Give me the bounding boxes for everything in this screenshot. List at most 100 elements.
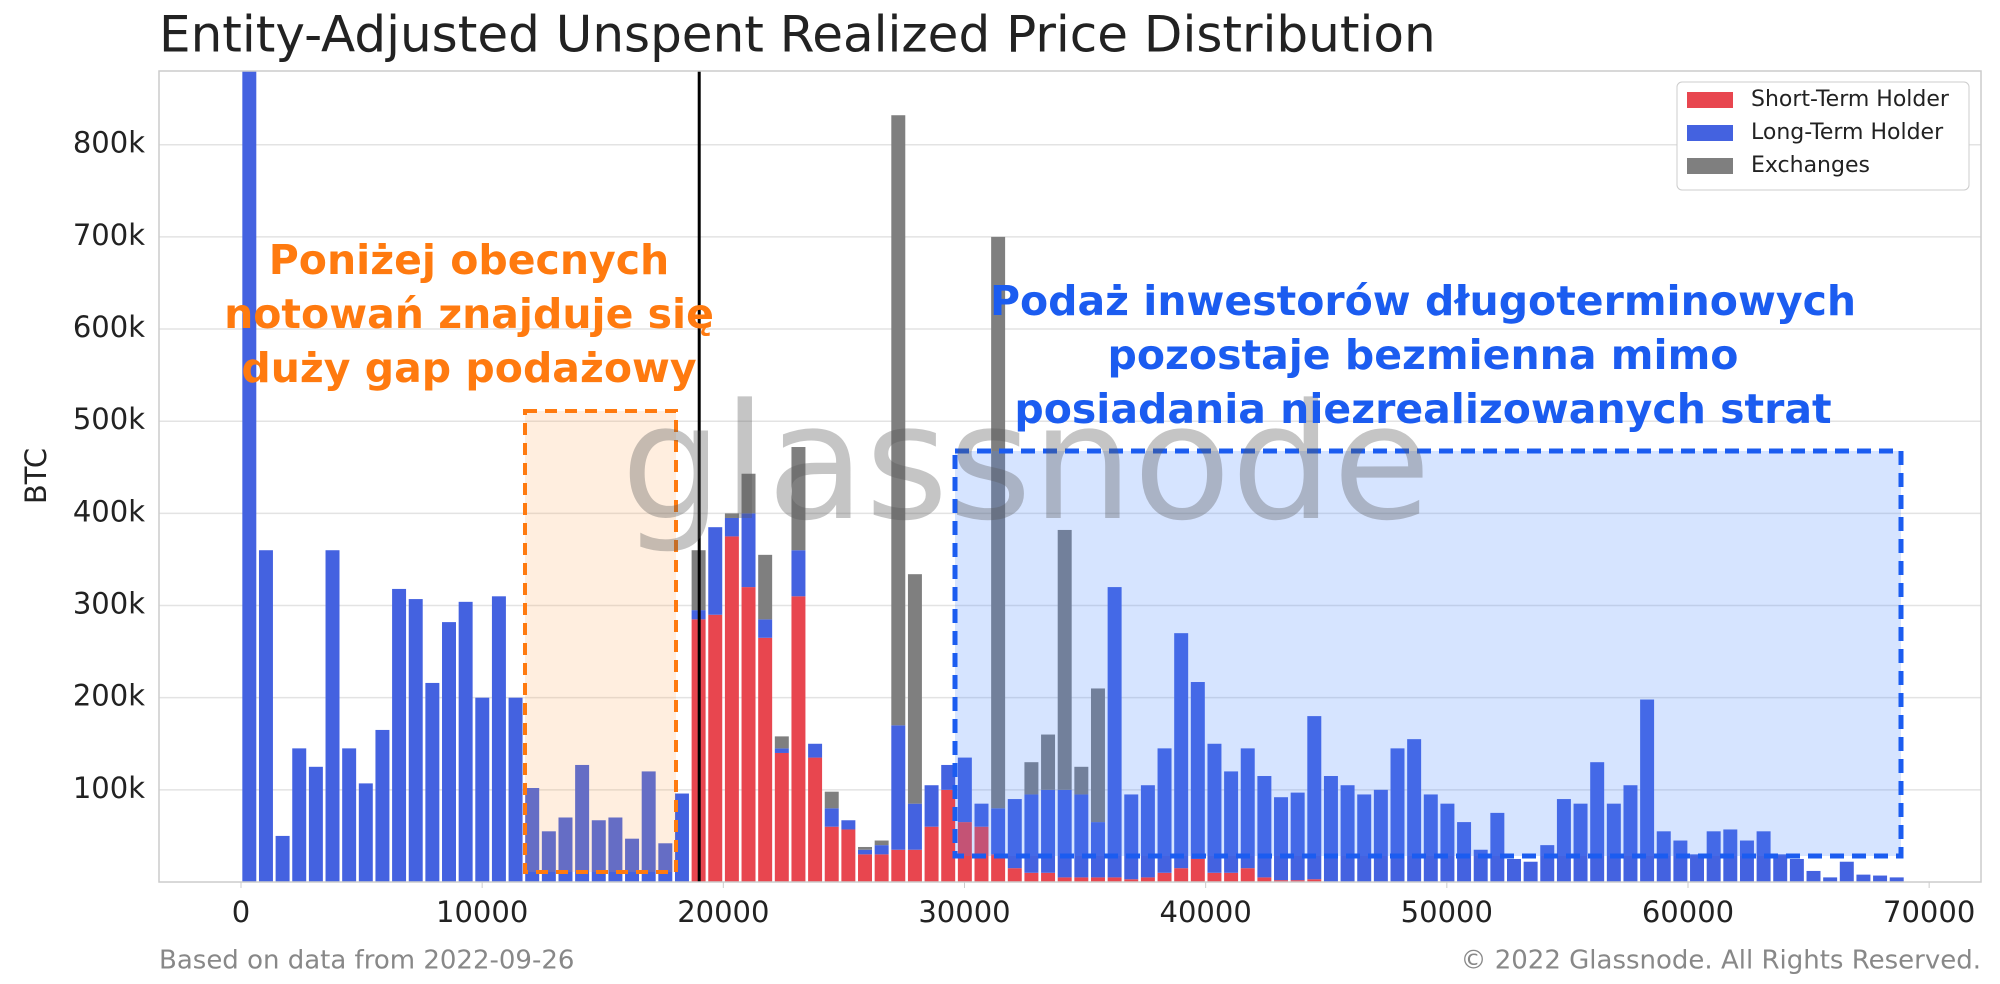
bar-segment: [1856, 874, 1871, 882]
bar-segment: [791, 596, 806, 882]
legend-swatch: [1687, 125, 1733, 141]
bar-segment: [1090, 822, 1105, 878]
bar-segment: [858, 849, 872, 855]
annotation-line: notowań znajduje się: [224, 290, 714, 338]
footer-copyright: © 2022 Glassnode. All Rights Reserved.: [1460, 946, 1981, 976]
legend-label: Long-Term Holder: [1751, 120, 1944, 145]
bar-segment: [858, 854, 872, 882]
bar-segment: [1041, 789, 1056, 873]
chart-title: Entity-Adjusted Unspent Realized Price D…: [159, 6, 1436, 64]
legend-swatch: [1687, 158, 1733, 174]
bar-segment: [1207, 743, 1222, 873]
y-tick-label: 200k: [73, 679, 145, 713]
bar-segment: [1207, 872, 1222, 882]
bar-segment: [1074, 877, 1089, 882]
bar-segment: [1190, 858, 1205, 882]
bar-segment: [808, 743, 823, 758]
bar-segment: [1706, 831, 1721, 882]
bar-segment: [1573, 803, 1588, 882]
bar-segment: [791, 447, 806, 551]
bar-segment: [1041, 872, 1056, 882]
bar-segment: [1257, 776, 1272, 878]
bar-segment: [724, 536, 739, 882]
x-tick-label: 20000: [677, 895, 769, 929]
bar-segment: [774, 736, 789, 749]
bar-segment: [1024, 794, 1039, 873]
bar-segment: [724, 513, 739, 518]
y-tick-label: 400k: [73, 494, 145, 528]
bar-segment: [1756, 831, 1771, 882]
bar-segment: [758, 554, 773, 620]
bar-segment: [1174, 868, 1189, 882]
bar-segment: [1041, 734, 1056, 790]
bar-segment: [491, 596, 506, 882]
bar-segment: [425, 682, 440, 882]
y-axis-label: BTC: [19, 448, 53, 504]
bar-segment: [941, 789, 956, 882]
bar-segment: [957, 757, 972, 823]
bar-segment: [1556, 799, 1571, 882]
bar-segment: [907, 849, 922, 882]
bar-segment: [1506, 858, 1521, 882]
bar-segment: [525, 787, 540, 882]
bar-segment: [1490, 812, 1505, 882]
bar-segment: [1090, 877, 1105, 882]
bar-segment: [1224, 872, 1239, 882]
lth-highlight: [952, 448, 1904, 859]
bar-segment: [308, 766, 323, 882]
bar-segment: [541, 831, 556, 882]
bar-segment: [1224, 771, 1239, 873]
y-tick-label: 800k: [73, 126, 145, 160]
bar-segment: [741, 587, 756, 882]
x-tick-label: 50000: [1401, 895, 1493, 929]
bar-segment: [1889, 877, 1904, 882]
legend-swatch: [1687, 92, 1733, 108]
bar-segment: [1640, 699, 1655, 882]
bar-segment: [824, 808, 839, 827]
bar-segment: [1057, 529, 1072, 790]
bar-segment: [991, 236, 1006, 809]
bar-segment: [724, 517, 739, 537]
bar-segment: [1190, 682, 1205, 859]
bar-segment: [924, 826, 939, 882]
bar-segment: [774, 748, 789, 753]
bar-segment: [808, 757, 823, 882]
annotation-line: duży gap podażowy: [241, 344, 696, 392]
bar-segment: [1373, 789, 1388, 882]
bar-segment: [1407, 739, 1422, 882]
annotations: Poniżej obecnych notowań znajduje się duży…: [224, 236, 1856, 433]
y-tick-label: 300k: [73, 587, 145, 621]
legend-label: Short-Term Holder: [1751, 87, 1950, 112]
bar-segment: [342, 748, 357, 882]
bar-segment: [1423, 794, 1438, 882]
bar-segment: [1873, 875, 1888, 882]
bar-segment: [1307, 716, 1322, 880]
bar-segment: [991, 854, 1006, 882]
bar-segment: [258, 550, 273, 882]
bar-segment: [974, 803, 989, 827]
bar-segment: [774, 752, 789, 882]
bar-segment: [791, 550, 806, 597]
bar-segment: [1290, 880, 1305, 882]
bar-segment: [1057, 877, 1072, 882]
bar-segment: [758, 619, 773, 638]
bar-segment: [375, 729, 390, 882]
bar-segment: [708, 614, 723, 882]
bar-segment: [1024, 762, 1039, 795]
bar-segment: [1606, 803, 1621, 882]
bar-segment: [907, 803, 922, 850]
bar-segment: [1457, 822, 1472, 882]
bar-segment: [841, 820, 856, 830]
y-tick-label: 600k: [73, 310, 145, 344]
bar-segment: [1157, 748, 1172, 873]
bar-segment: [508, 697, 523, 882]
bar-segment: [891, 115, 906, 726]
bar-segment: [1839, 861, 1854, 882]
bar-segment: [858, 846, 872, 850]
bar-segment: [392, 588, 407, 882]
bar-segment: [824, 826, 839, 882]
bar-segment: [1590, 762, 1605, 882]
bar-segment: [475, 697, 490, 882]
plot-frame: [158, 70, 1982, 883]
